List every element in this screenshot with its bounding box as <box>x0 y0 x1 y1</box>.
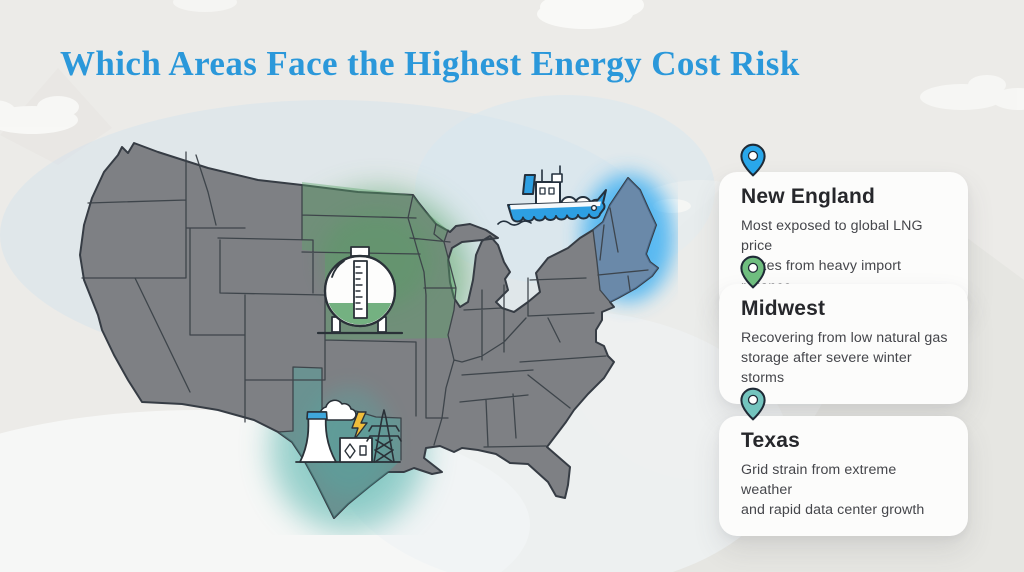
gas-storage-tank-icon <box>316 246 404 335</box>
card-texas: Texas Grid strain from extreme weather a… <box>719 387 968 536</box>
card-region-description: Recovering from low natural gas storage … <box>741 330 948 387</box>
card-region-title: New England <box>741 185 876 208</box>
power-plant-icon <box>295 399 402 463</box>
card-region-description: Grid strain from extreme weather and rap… <box>741 462 925 519</box>
page-title: Which Areas Face the Highest Energy Cost… <box>60 44 800 83</box>
card-midwest: Midwest Recovering from low natural gas … <box>719 255 968 404</box>
card-region-title: Texas <box>741 429 800 452</box>
cloud <box>920 75 1024 110</box>
location-pin-icon <box>740 143 766 177</box>
location-pin-icon <box>740 255 766 289</box>
cloud <box>0 96 79 134</box>
location-pin-icon <box>740 387 766 421</box>
us-map <box>79 142 674 532</box>
lng-tanker-ship-icon <box>497 165 607 226</box>
cloud <box>537 0 644 29</box>
card-region-title: Midwest <box>741 297 826 320</box>
